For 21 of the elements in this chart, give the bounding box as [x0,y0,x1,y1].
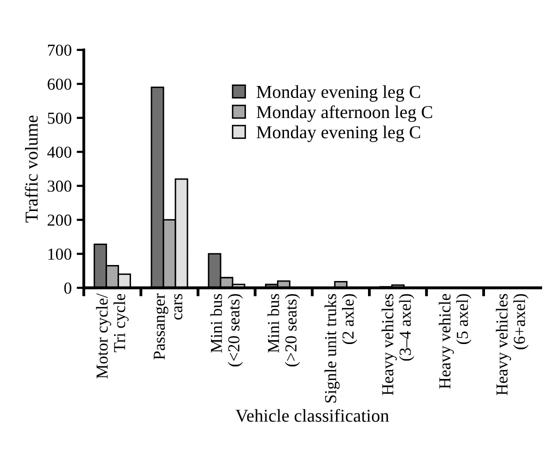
x-tick-label: Heavy vehicles (3–4 axel) [382,294,414,396]
y-tick-label: 100 [48,248,72,260]
y-tick-label: 600 [48,78,72,90]
y-axis-title: Traffic volume [24,116,38,222]
y-tick-label: 500 [48,112,72,124]
x-tick-label: Motor cycle/ Tri cycle [96,293,129,379]
legend-label: Monday evening leg C [256,126,420,142]
legend-label: Monday afternoon leg C [256,105,432,122]
x-axis-title: Vehicle classification [236,408,389,422]
y-tick-label: 0 [64,282,72,294]
x-tick-label: Mini bus (>20 seats) [267,294,300,366]
x-tick-label: Heavy vehicles (6+axel) [496,294,528,396]
x-tick-label: Heavy vehicle (5 axel) [438,294,472,389]
y-tick-label: 300 [48,180,72,192]
x-tick-label: Mini bus (<20 seats) [210,294,243,366]
legend-label: Monday evening leg C [256,85,420,102]
y-tick-label: 700 [48,44,72,56]
y-tick-label: 400 [47,146,72,158]
x-tick-label: Passanger cars [154,294,182,360]
x-tick-label: Signle unit truks (2 axle) [324,294,358,402]
y-tick-label: 200 [48,214,72,226]
